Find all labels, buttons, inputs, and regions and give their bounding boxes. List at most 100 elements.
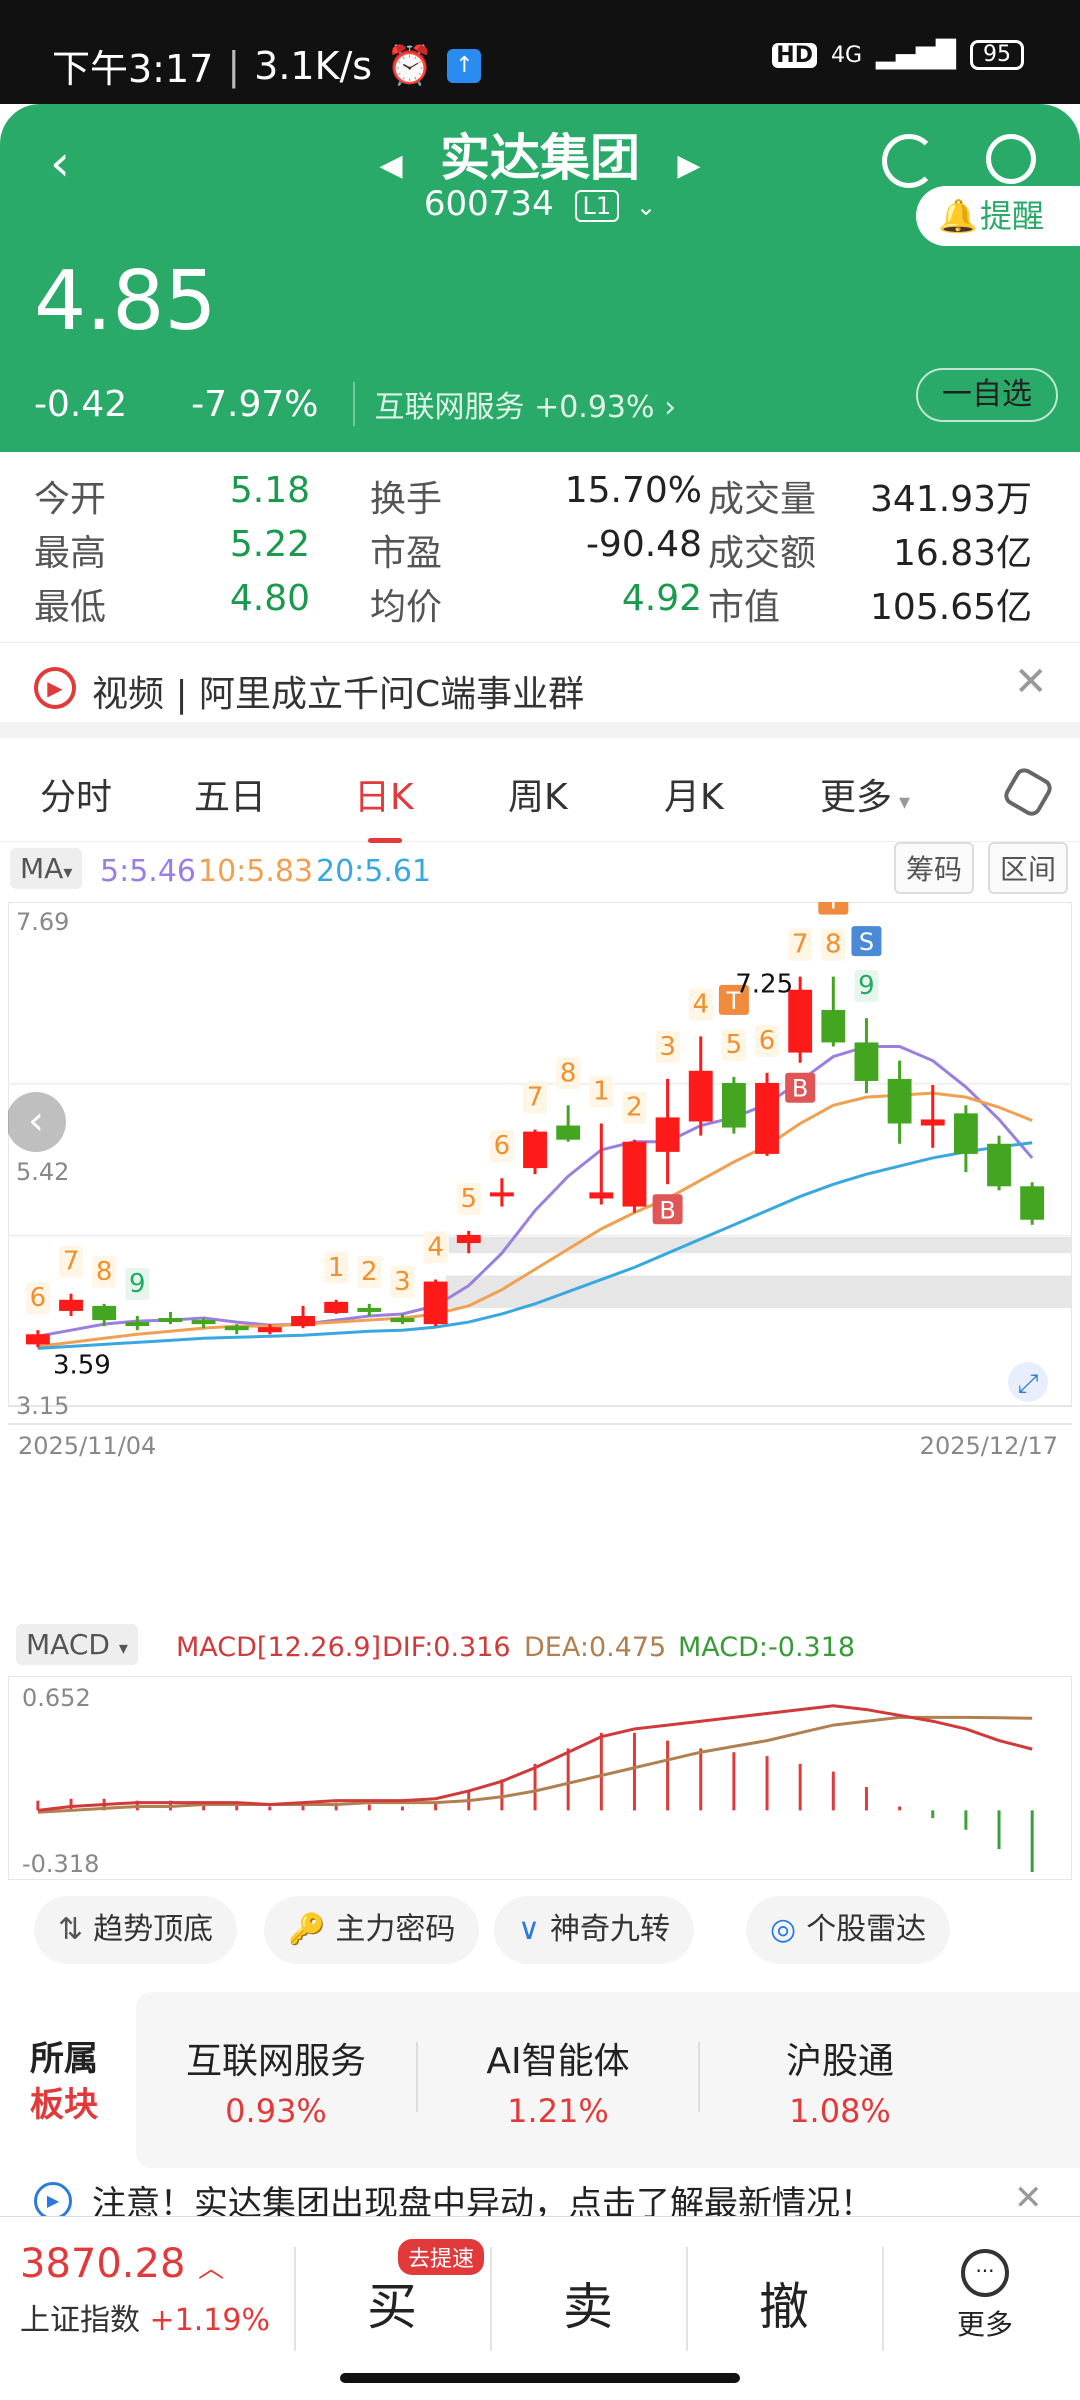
macd-value: MACD:-0.318 <box>678 1632 856 1663</box>
caret-down-icon: ▾ <box>118 1638 128 1659</box>
sector-pct: +0.93% <box>534 390 655 425</box>
index-widget[interactable]: 3870.28 ︿ 上证指数 +1.19% <box>20 2241 270 2339</box>
status-speed: 3.1K/s <box>254 43 373 88</box>
fullscreen-button[interactable] <box>1008 1362 1048 1402</box>
caret-up-icon: ︿ <box>198 2254 225 2284</box>
nine-turn-label: 3 <box>394 1267 411 1297</box>
nine-turn-label: 9 <box>858 971 875 1001</box>
hd-icon: HD <box>772 42 817 68</box>
ma-type-select[interactable]: MA▾ <box>10 848 83 889</box>
stat-value: 5.18 <box>229 470 310 511</box>
sector-item[interactable]: AI智能体 1.21% <box>418 2032 700 2130</box>
tool-button[interactable]: ◎ 个股雷达 <box>746 1896 951 1964</box>
tool-button[interactable]: ∨ 神奇九转 <box>494 1896 694 1964</box>
price-change: -0.42 <box>34 383 128 425</box>
sell-button[interactable]: 卖 <box>563 2278 613 2336</box>
remind-button[interactable]: 🔔 提醒 <box>916 186 1080 246</box>
tab-label: 五日 <box>194 777 267 818</box>
nine-turn-badge <box>92 1255 117 1288</box>
tab-2[interactable]: 日K <box>354 768 414 843</box>
stat-value: -90.48 <box>585 524 702 565</box>
close-icon[interactable]: ✕ <box>1014 659 1048 705</box>
candle-body <box>821 1010 846 1043</box>
home-indicator <box>340 2373 740 2383</box>
settings-icon[interactable] <box>1000 764 1056 820</box>
more-button[interactable]: ··· 更多 <box>920 2249 1050 2343</box>
stat-value: 4.92 <box>621 578 702 619</box>
stock-name: 实达集团 <box>440 129 640 187</box>
nine-turn-label: 7 <box>63 1247 80 1277</box>
close-alert-icon[interactable]: ✕ <box>1014 2182 1043 2216</box>
status-time: 下午3:17 <box>52 47 214 91</box>
sector-item-pct: 1.08% <box>789 2092 891 2130</box>
candle-body <box>257 1327 282 1333</box>
sector-link[interactable]: 互联网服务 +0.93% › <box>352 382 676 426</box>
tab-5[interactable]: 更多 ▾ <box>820 768 910 820</box>
next-stock-icon[interactable]: ▶ <box>677 148 701 183</box>
tool-icon: ⇅ <box>58 1912 84 1947</box>
candle-body <box>887 1078 912 1124</box>
scroll-left-button[interactable] <box>8 1092 66 1152</box>
signal-badge <box>785 1072 816 1103</box>
back-icon[interactable]: ‹ <box>50 134 70 192</box>
tool-button[interactable]: ⇅ 趋势顶底 <box>34 1896 238 1964</box>
chip-button[interactable]: 筹码 <box>894 842 975 894</box>
candle-body <box>324 1301 349 1313</box>
caret-down-icon: ▾ <box>892 790 911 815</box>
tab-3[interactable]: 周K <box>508 768 568 820</box>
range-button[interactable]: 区间 <box>988 842 1069 894</box>
candle-body <box>854 1042 879 1081</box>
more-label: 更多 <box>956 2308 1013 2341</box>
active-tab-underline <box>368 838 402 843</box>
tool-button[interactable]: 🔑 主力密码 <box>264 1896 480 1964</box>
candle-body <box>423 1281 448 1325</box>
dif-line <box>37 1704 1033 1812</box>
tab-4[interactable]: 月K <box>664 768 724 820</box>
nine-turn-badge <box>721 1028 746 1061</box>
stat-value: 341.93万 <box>870 479 1032 520</box>
refresh-icon[interactable] <box>882 134 936 188</box>
tab-0[interactable]: 分时 <box>40 768 112 820</box>
sector-scroll: 互联网服务 0.93% AI智能体 1.21% 沪股通 1.08% <box>136 1992 1080 2168</box>
news-bar[interactable]: ▶ 视频 | 阿里成立千问C端事业群 ✕ <box>0 642 1080 738</box>
cancel-button[interactable]: 撤 <box>759 2278 809 2336</box>
news-text: 视频 | 阿里成立千问C端事业群 <box>92 674 585 715</box>
tab-label: 月K <box>664 777 724 818</box>
tool-icon: ∨ <box>518 1912 540 1947</box>
tab-1[interactable]: 五日 <box>194 768 266 820</box>
change-row: -0.42 -7.97% 互联网服务 +0.93% › <box>34 382 676 426</box>
divider <box>686 2247 688 2351</box>
period-tabs: 分时 五日 日K 周K 月K 更多 ▾ <box>0 748 1080 843</box>
signal-badge <box>818 902 849 915</box>
candle-body <box>589 1192 614 1199</box>
support-zone <box>445 1275 1072 1308</box>
divider <box>294 2247 296 2351</box>
prev-stock-icon[interactable]: ◀ <box>379 148 403 183</box>
stock-code-row[interactable]: 600734 L1 ⌄ <box>0 184 1080 224</box>
nine-turn-label: 4 <box>692 989 709 1019</box>
index-pct: +1.19% <box>149 2303 270 2338</box>
stat-label: 今开 <box>34 479 107 520</box>
signal-icon: ▂▄▆█ <box>876 40 956 70</box>
watchlist-button[interactable]: 一自选 <box>916 368 1058 422</box>
nine-turn-badge <box>125 1268 150 1301</box>
stat-label: 最高 <box>34 533 107 574</box>
nine-turn-label: 7 <box>792 930 809 960</box>
sector-item[interactable]: 互联网服务 0.93% <box>136 2032 418 2130</box>
sector-panel: 所属 板块 互联网服务 0.93% AI智能体 1.21% 沪股通 1.08% <box>0 1992 1080 2168</box>
alert-bar[interactable]: ▶ 注意！实达集团出现盘中异动，点击了解最新情况！ ✕ <box>0 2182 1080 2216</box>
buy-button[interactable]: 买 去提速 <box>294 2239 490 2339</box>
candle-body <box>59 1299 83 1311</box>
sector-item[interactable]: 沪股通 1.08% <box>700 2032 980 2130</box>
macd-select[interactable]: MACD ▾ <box>16 1624 138 1665</box>
indicator-tools: ⇅ 趋势顶底 🔑 主力密码 ∨ 神奇九转 ◎ 个股雷达 <box>0 1896 1080 1976</box>
stat-value: 15.70% <box>564 470 702 511</box>
search-icon[interactable] <box>986 134 1036 184</box>
price-change-pct: -7.97% <box>191 383 319 425</box>
chat-icon: ··· <box>961 2249 1009 2297</box>
signal-badge <box>718 984 749 1015</box>
stat-label: 市盈 <box>370 533 443 574</box>
current-price: 4.85 <box>34 254 217 349</box>
sector-item-name: 互联网服务 <box>185 2041 366 2082</box>
